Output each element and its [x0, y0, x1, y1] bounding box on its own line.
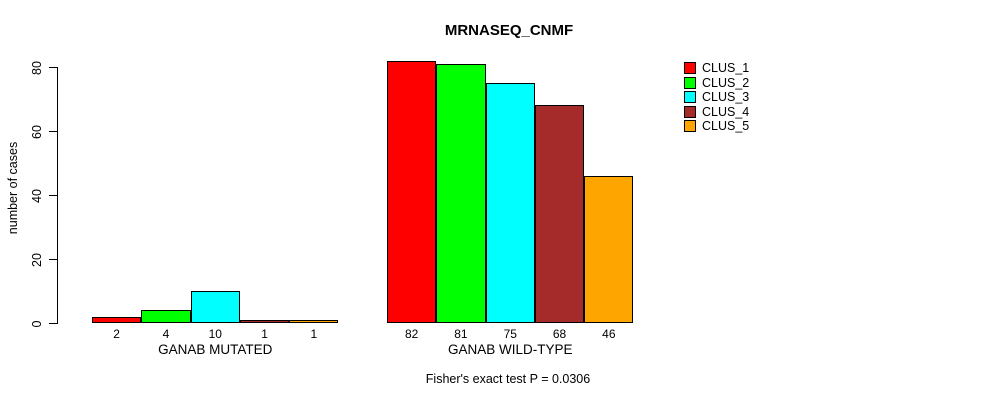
annotation-text: Fisher's exact test P = 0.0306: [425, 372, 591, 386]
bar-clus_4-wildtype: [534, 105, 585, 323]
group-label-wildtype: GANAB WILD-TYPE: [447, 342, 573, 357]
chart-title: MRNASEQ_CNMF: [444, 22, 574, 39]
bar-value-label: 75: [503, 327, 517, 341]
legend-swatch-clus_5: [684, 120, 696, 133]
legend-item-clus_4: CLUS_4: [684, 105, 749, 119]
y-tick-label: 60: [30, 124, 44, 139]
y-tick-label: 0: [30, 320, 44, 327]
bar-value-label: 81: [454, 327, 468, 341]
bar-clus_3-wildtype: [485, 83, 535, 323]
bar-value-label: 68: [552, 327, 567, 341]
bar-value-label: 2: [113, 327, 120, 341]
legend-item-clus_5: CLUS_5: [684, 119, 749, 133]
y-tick-mark: [49, 323, 57, 324]
legend-item-clus_1: CLUS_1: [684, 61, 749, 75]
group-label-mutated: GANAB MUTATED: [158, 342, 273, 357]
legend-item-clus_3: CLUS_3: [684, 90, 749, 104]
legend-label: CLUS_4: [702, 104, 750, 119]
y-tick-mark: [49, 195, 57, 196]
legend-swatch-clus_4: [684, 105, 696, 118]
bar-value-label: 82: [404, 327, 419, 341]
legend-label: CLUS_3: [702, 90, 750, 105]
legend-label: CLUS_1: [702, 61, 750, 75]
y-tick-label: 40: [30, 188, 44, 203]
y-tick-mark: [49, 67, 57, 68]
y-tick-mark: [49, 259, 57, 260]
bar-value-label: 4: [162, 327, 170, 341]
legend-item-clus_2: CLUS_2: [684, 76, 749, 90]
y-tick-label: 80: [30, 60, 44, 75]
bar-clus_1-wildtype: [387, 60, 437, 323]
bar-clus_3-mutated: [190, 291, 240, 323]
y-tick-label: 20: [30, 252, 44, 267]
bar-value-label: 10: [208, 327, 222, 341]
legend-swatch-clus_3: [684, 91, 696, 104]
bar-value-label: 46: [602, 327, 616, 341]
bar-clus_2-wildtype: [436, 63, 486, 323]
legend-label: CLUS_5: [702, 119, 750, 134]
y-tick-mark: [49, 131, 57, 132]
bar-clus_5-wildtype: [584, 175, 634, 323]
y-axis-line: [57, 67, 58, 324]
legend-swatch-clus_2: [684, 76, 696, 89]
bar-clus_5-mutated: [289, 319, 339, 323]
bar-clus_4-mutated: [239, 319, 290, 323]
bar-value-label: 1: [261, 327, 268, 341]
bar-value-label: 1: [310, 327, 318, 341]
bar-clus_2-mutated: [141, 310, 191, 323]
y-axis-label: number of cases: [6, 141, 20, 235]
legend-label: CLUS_2: [702, 75, 750, 90]
bar-clus_1-mutated: [92, 316, 142, 323]
legend-swatch-clus_1: [684, 62, 696, 74]
